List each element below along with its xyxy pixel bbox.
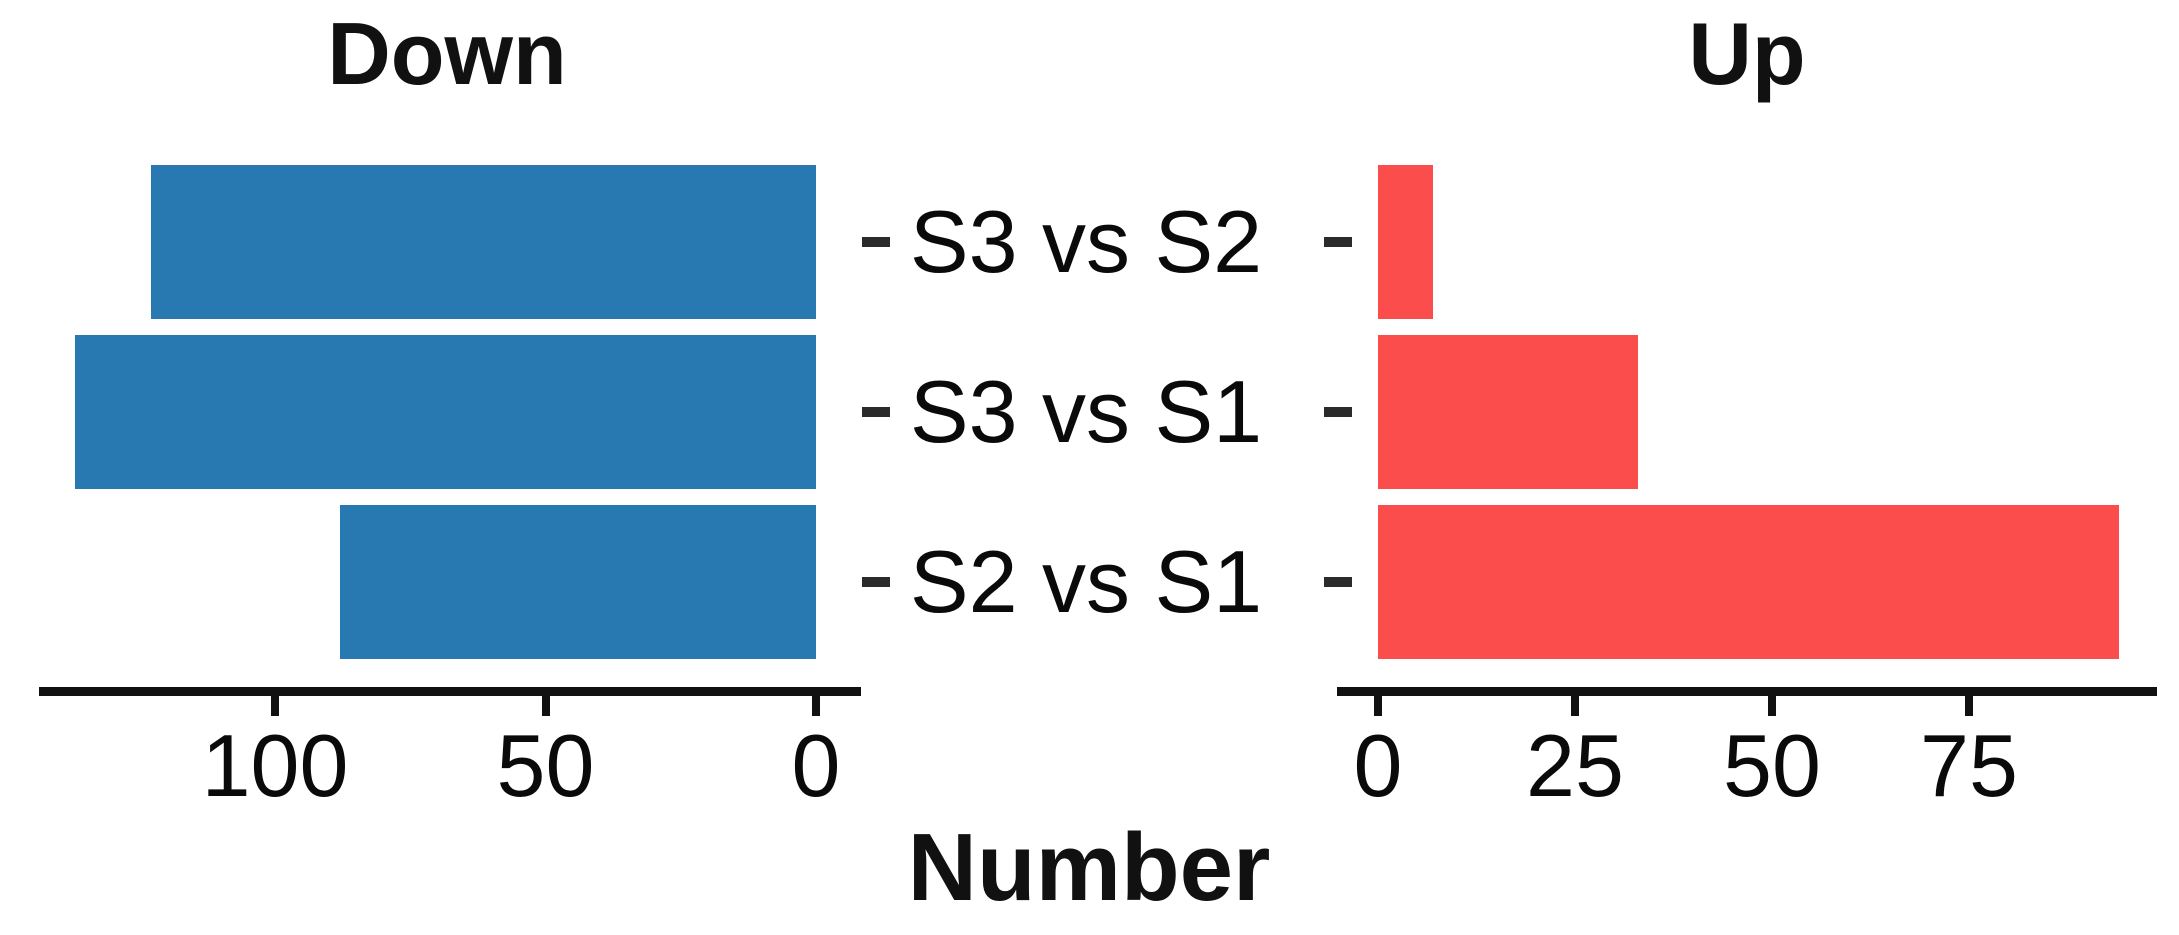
x-axis-line-up — [1337, 687, 2157, 696]
x-tick-up-0 — [1374, 696, 1382, 716]
bar-up-s3-vs-s1 — [1378, 335, 1639, 489]
category-tick-left-s2-vs-s1 — [862, 577, 890, 587]
x-tick-label-up-25: 25 — [1526, 716, 1624, 815]
bar-up-s2-vs-s1 — [1378, 505, 2119, 659]
category-label-s2-vs-s1: S2 vs S1 — [909, 532, 1263, 631]
x-tick-down-50 — [541, 696, 550, 716]
x-tick-label-up-50: 50 — [1723, 716, 1821, 815]
x-tick-up-75 — [1965, 696, 1973, 716]
bar-down-s3-vs-s2 — [150, 165, 816, 319]
bar-down-s3-vs-s1 — [74, 335, 816, 489]
x-tick-down-0 — [812, 696, 820, 716]
category-tick-right-s3-vs-s2 — [1324, 237, 1352, 247]
x-axis-line-down — [39, 687, 861, 696]
x-tick-down-100 — [271, 696, 279, 716]
x-tick-label-down-50: 50 — [496, 716, 595, 815]
bar-down-s2-vs-s1 — [339, 505, 816, 659]
category-tick-right-s3-vs-s1 — [1324, 407, 1352, 417]
category-tick-right-s2-vs-s1 — [1324, 577, 1352, 587]
category-tick-left-s3-vs-s1 — [862, 407, 890, 417]
category-tick-left-s3-vs-s2 — [862, 237, 890, 247]
down-panel-title: Down — [327, 4, 567, 103]
x-tick-label-up-0: 0 — [1353, 716, 1403, 815]
x-tick-up-50 — [1768, 696, 1776, 716]
category-label-s3-vs-s2: S3 vs S2 — [909, 192, 1263, 291]
x-axis-title: Number — [907, 814, 1271, 921]
bar-up-s3-vs-s2 — [1378, 165, 1434, 319]
x-tick-label-up-75: 75 — [1920, 716, 2018, 815]
up-panel-title: Up — [1688, 4, 1806, 103]
category-label-s3-vs-s1: S3 vs S1 — [909, 362, 1263, 461]
x-tick-label-down-100: 100 — [201, 716, 349, 815]
x-tick-label-down-0: 0 — [791, 716, 841, 815]
x-tick-up-25 — [1571, 696, 1579, 716]
